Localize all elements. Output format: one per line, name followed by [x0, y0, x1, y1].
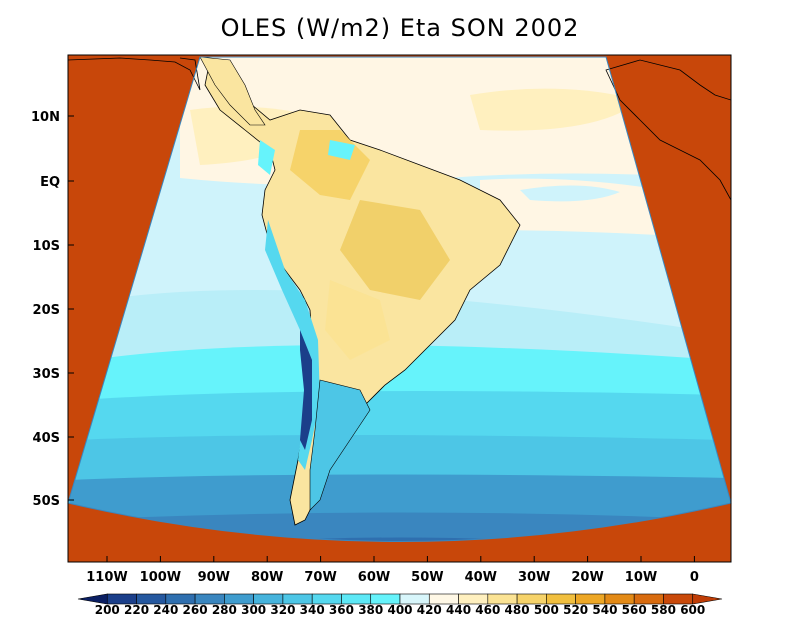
colorbar-label: 500 [534, 603, 559, 617]
colorbar-label: 200 [95, 603, 120, 617]
colorbar-label: 320 [270, 603, 295, 617]
domain-boundary [67, 56, 732, 542]
lon-label: 110W [86, 570, 127, 585]
north-america-coast [68, 57, 201, 91]
colorbar: 200 220 240 260 280 300 320 340 360 380 400 420 440 4… [77, 593, 723, 617]
lon-label: 10W [625, 570, 657, 585]
lon-label: 0 [690, 570, 699, 585]
colorbar-label: 560 [622, 603, 647, 617]
colorbar-label: 280 [212, 603, 237, 617]
lon-label: 50W [411, 570, 443, 585]
lon-label: 90W [198, 570, 230, 585]
lon-label: 30W [518, 570, 550, 585]
lat-label: 10N [31, 110, 60, 125]
lon-label: 100W [140, 570, 181, 585]
longitude-axis: 110W 100W 90W 80W 70W 60W 50W 40W 30W 20W 10W 0 [86, 556, 699, 585]
lon-label: 20W [571, 570, 603, 585]
colorbar-label: 360 [329, 603, 354, 617]
colorbar-label: 540 [592, 603, 617, 617]
lon-label: 70W [304, 570, 336, 585]
colorbar-label: 460 [475, 603, 500, 617]
colorbar-label: 580 [651, 603, 676, 617]
colorbar-label: 220 [124, 603, 149, 617]
colorbar-label: 520 [563, 603, 588, 617]
lat-label: 40S [33, 431, 60, 446]
colorbar-label: 340 [300, 603, 325, 617]
colorbar-label: 380 [358, 603, 383, 617]
colorbar-label: 480 [505, 603, 530, 617]
lat-label: 50S [33, 494, 60, 509]
lon-label: 60W [358, 570, 390, 585]
lat-label: 20S [33, 303, 60, 318]
latitude-axis: 10N EQ 10S 20S 30S 40S 50S [31, 110, 74, 509]
colorbar-label: 260 [183, 603, 208, 617]
colorbar-label: 440 [446, 603, 471, 617]
africa-coast [605, 59, 731, 201]
lon-label: 40W [465, 570, 497, 585]
lat-label: 30S [33, 367, 60, 382]
lon-label: 80W [251, 570, 283, 585]
lat-label: EQ [40, 175, 60, 190]
colorbar-label: 420 [417, 603, 442, 617]
colorbar-label: 600 [680, 603, 705, 617]
colorbar-label: 300 [241, 603, 266, 617]
lat-label: 10S [33, 239, 60, 254]
colorbar-swatch [692, 593, 723, 605]
map-title: OLES (W/m2) Eta SON 2002 [220, 14, 580, 42]
flux-field [68, 57, 731, 542]
colorbar-label: 240 [153, 603, 178, 617]
colorbar-label: 400 [387, 603, 412, 617]
